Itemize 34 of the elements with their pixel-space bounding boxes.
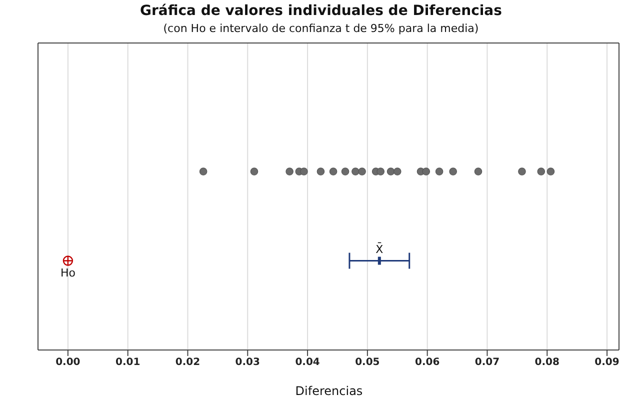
point [474,168,482,176]
x-axis-title: Diferencias [294,384,364,398]
chart-title: Gráfica de valores individuales de Diferencias [139,3,503,19]
x-tick-label: 0.08 [534,357,560,368]
point [329,168,338,176]
annotation: X̄ [376,242,384,256]
point [358,168,366,176]
x-tick-label: 0.07 [474,357,500,368]
x-tick-label: 0.09 [594,357,620,368]
chart-subtitle: (con Ho e intervalo de confianza t de 95% para la media) [162,22,480,35]
point [518,168,526,176]
point [546,168,555,176]
x-tick-label: 0.06 [414,357,440,368]
x-tick-label: 0.04 [295,357,320,368]
point [449,168,457,176]
point [435,168,444,176]
point [199,168,208,176]
point [300,168,308,176]
x-tick-label: 0.03 [235,357,260,368]
point [386,168,395,176]
x-tick-label: 0.02 [175,357,200,368]
point [537,168,546,176]
x-tick-label: 0.01 [116,357,140,368]
point [376,168,385,176]
x-tick-label: 0.00 [56,357,80,368]
point [422,168,430,176]
point [341,168,350,176]
annotation: Ho [60,266,76,280]
x-tick-label: 0.05 [355,357,380,368]
point [286,168,294,176]
point [250,168,258,176]
point [316,168,325,176]
point [352,168,360,176]
point [393,168,402,176]
